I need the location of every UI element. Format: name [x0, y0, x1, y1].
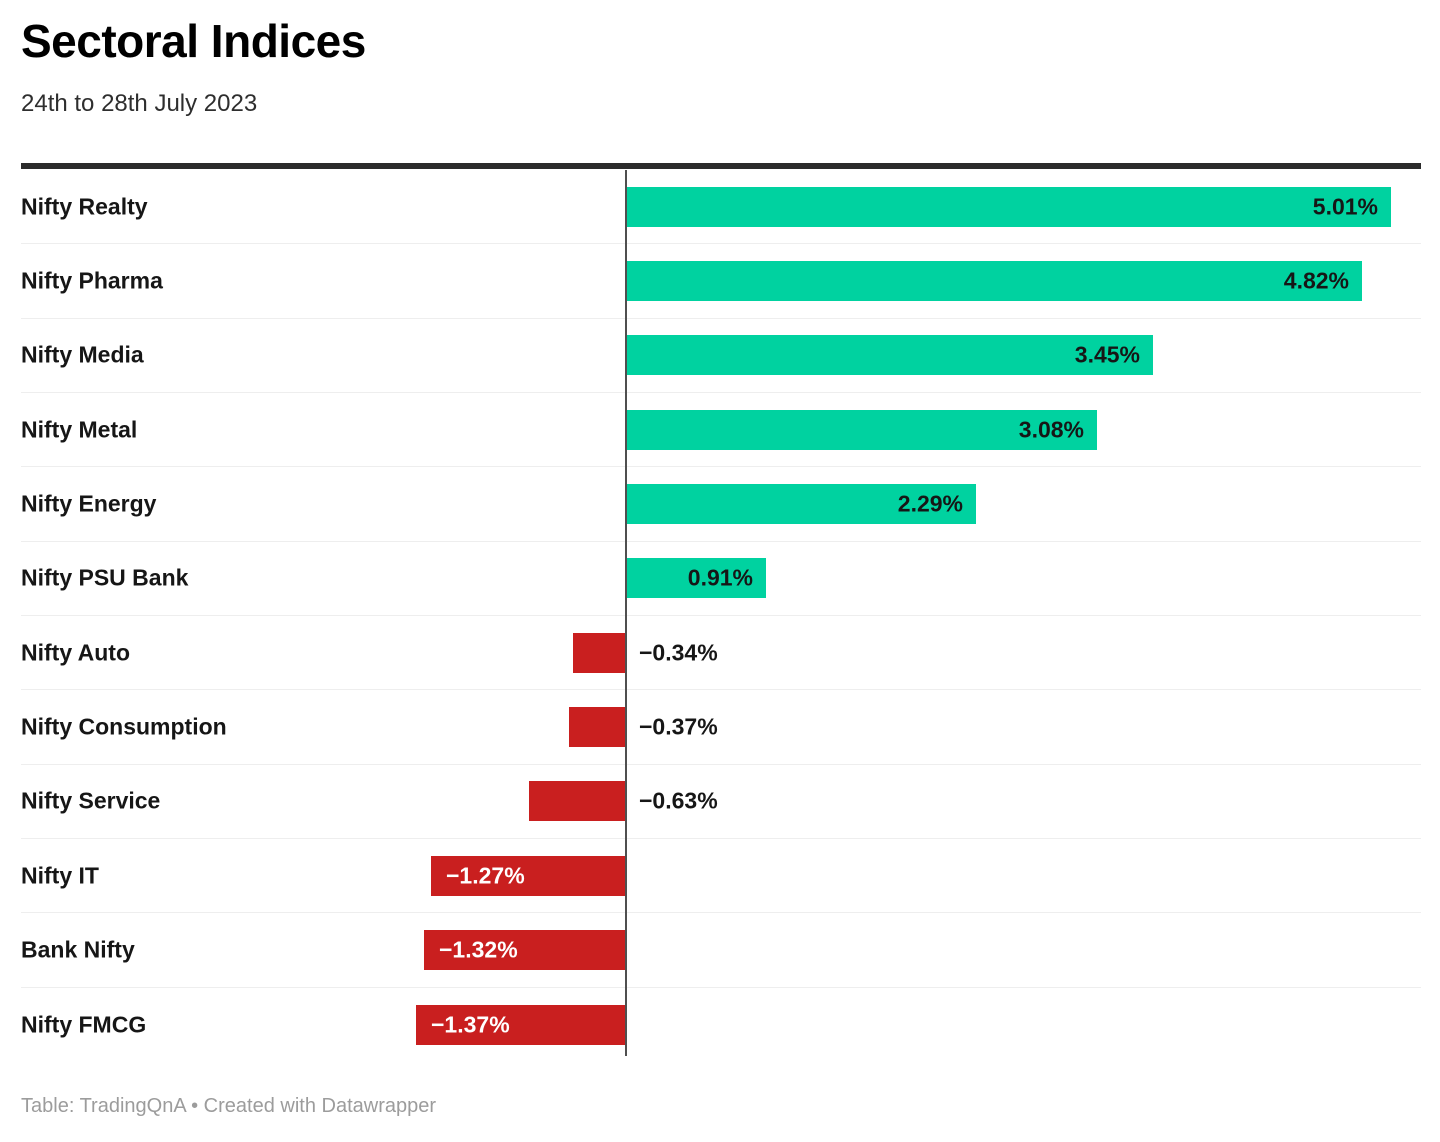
value-label: −0.63% — [639, 787, 718, 814]
table-row: Nifty Realty 5.01% — [21, 170, 1421, 245]
positive-bar — [627, 483, 976, 524]
chart-area: Nifty Realty 5.01% Nifty Pharma 4.82% Nifty … — [21, 170, 1421, 1062]
row-label: Nifty Realty — [21, 193, 148, 220]
positive-bar — [627, 335, 1153, 376]
chart-subtitle: 24th to 28th July 2023 — [21, 90, 258, 117]
positive-bar — [627, 558, 766, 599]
negative-bar — [424, 929, 625, 970]
value-label: −0.37% — [639, 713, 718, 740]
value-label: −1.32% — [439, 936, 518, 963]
row-label: Nifty Media — [21, 341, 144, 368]
value-label: −1.27% — [446, 862, 525, 889]
table-row: Nifty PSU Bank 0.91% — [21, 542, 1421, 616]
value-label: 0.91% — [687, 564, 753, 591]
footer-credit: Table: TradingQnA • Created with Datawra… — [21, 1095, 436, 1117]
negative-bar — [529, 781, 625, 822]
row-label: Nifty Metal — [21, 416, 138, 443]
header-rule — [21, 163, 1421, 169]
table-row: Nifty IT −1.27% — [21, 839, 1421, 914]
negative-bar — [573, 632, 625, 673]
negative-bar — [569, 706, 625, 747]
row-label: Nifty FMCG — [21, 1011, 147, 1038]
table-row: Nifty Metal 3.08% — [21, 393, 1421, 468]
table-row: Nifty FMCG −1.37% — [21, 988, 1421, 1062]
positive-bar — [627, 186, 1391, 227]
chart-title: Sectoral Indices — [21, 15, 366, 67]
value-label: −0.34% — [639, 639, 718, 666]
row-label: Nifty Consumption — [21, 713, 227, 740]
table-row: Nifty Service −0.63% — [21, 765, 1421, 839]
row-label: Nifty Service — [21, 787, 161, 814]
table-row: Nifty Auto −0.34% — [21, 616, 1421, 691]
zero-baseline — [625, 170, 627, 1056]
value-label: −1.37% — [431, 1011, 510, 1038]
value-label: 5.01% — [1312, 193, 1378, 220]
negative-bar — [416, 1004, 625, 1045]
row-label: Nifty Pharma — [21, 267, 163, 294]
row-label: Bank Nifty — [21, 936, 135, 963]
value-label: 2.29% — [897, 490, 963, 517]
table-row: Bank Nifty −1.32% — [21, 913, 1421, 988]
value-label: 3.45% — [1074, 341, 1140, 368]
table-row: Nifty Consumption −0.37% — [21, 690, 1421, 765]
table-row: Nifty Media 3.45% — [21, 319, 1421, 393]
positive-bar — [627, 260, 1362, 301]
value-label: 4.82% — [1283, 267, 1349, 294]
value-label: 3.08% — [1018, 416, 1084, 443]
table-row: Nifty Energy 2.29% — [21, 467, 1421, 542]
row-label: Nifty Auto — [21, 639, 131, 666]
positive-bar — [627, 409, 1097, 450]
table-row: Nifty Pharma 4.82% — [21, 244, 1421, 319]
row-label: Nifty PSU Bank — [21, 564, 189, 591]
row-label: Nifty IT — [21, 862, 99, 889]
row-label: Nifty Energy — [21, 490, 157, 517]
negative-bar — [431, 855, 625, 896]
